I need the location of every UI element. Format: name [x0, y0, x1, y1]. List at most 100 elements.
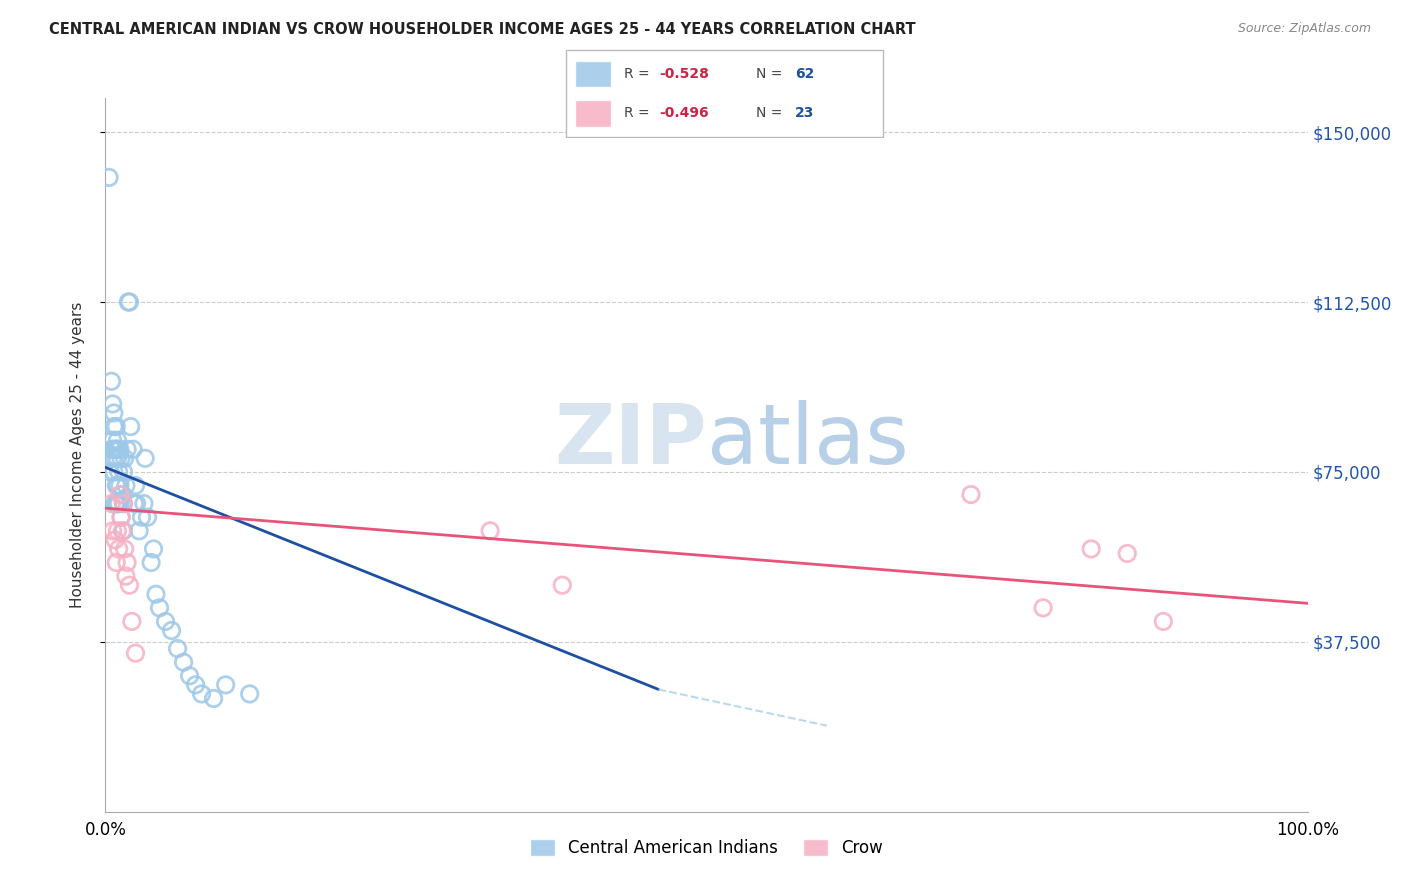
Point — [104, 451, 127, 466]
Point — [107, 433, 129, 447]
Point — [118, 578, 141, 592]
Point — [124, 478, 146, 492]
FancyBboxPatch shape — [565, 50, 883, 137]
FancyBboxPatch shape — [575, 61, 610, 87]
Point — [124, 646, 146, 660]
Point — [105, 497, 128, 511]
Point — [101, 397, 124, 411]
Point — [112, 465, 135, 479]
Point — [110, 451, 132, 466]
Point — [551, 578, 574, 592]
Point — [108, 487, 131, 501]
Point — [479, 524, 502, 538]
Point — [100, 374, 122, 388]
Point — [101, 524, 124, 538]
Point — [190, 687, 212, 701]
Point — [173, 655, 195, 669]
Point — [132, 497, 155, 511]
Point — [128, 524, 150, 538]
Point — [103, 442, 125, 457]
Point — [101, 433, 124, 447]
Text: ZIP: ZIP — [554, 401, 707, 481]
Point — [100, 442, 122, 457]
Point — [1152, 615, 1174, 629]
Point — [122, 442, 145, 457]
Point — [101, 451, 124, 466]
FancyBboxPatch shape — [575, 100, 610, 127]
Point — [112, 497, 135, 511]
Point — [239, 687, 262, 701]
Point — [166, 641, 188, 656]
Point — [120, 419, 142, 434]
Text: R =: R = — [624, 67, 650, 81]
Point — [148, 600, 170, 615]
Point — [110, 510, 132, 524]
Point — [103, 465, 125, 479]
Point — [107, 497, 129, 511]
Point — [105, 419, 128, 434]
Point — [202, 691, 225, 706]
Point — [108, 442, 131, 457]
Legend: Central American Indians, Crow: Central American Indians, Crow — [523, 832, 890, 864]
Point — [110, 510, 132, 524]
Point — [115, 442, 138, 457]
Y-axis label: Householder Income Ages 25 - 44 years: Householder Income Ages 25 - 44 years — [70, 301, 84, 608]
Point — [160, 624, 183, 638]
Text: -0.528: -0.528 — [659, 67, 709, 81]
Text: Source: ZipAtlas.com: Source: ZipAtlas.com — [1237, 22, 1371, 36]
Point — [105, 478, 128, 492]
Point — [184, 678, 207, 692]
Point — [139, 556, 162, 570]
Text: N =: N = — [756, 67, 783, 81]
Point — [98, 465, 121, 479]
Point — [136, 510, 159, 524]
Point — [114, 541, 136, 556]
Point — [117, 295, 139, 310]
Point — [98, 170, 121, 185]
Point — [125, 497, 148, 511]
Point — [108, 478, 131, 492]
Point — [115, 556, 138, 570]
Point — [107, 451, 129, 466]
Point — [112, 524, 135, 538]
Point — [179, 669, 201, 683]
Point — [107, 524, 129, 538]
Text: atlas: atlas — [707, 401, 908, 481]
Point — [100, 497, 122, 511]
Point — [131, 510, 153, 524]
Point — [104, 497, 127, 511]
Point — [118, 295, 141, 310]
Point — [103, 406, 125, 420]
Point — [142, 541, 165, 556]
Point — [107, 442, 129, 457]
Point — [104, 442, 127, 457]
Text: R =: R = — [624, 106, 650, 120]
Point — [121, 615, 143, 629]
Point — [111, 524, 134, 538]
Point — [155, 615, 177, 629]
Point — [114, 451, 136, 466]
Text: 62: 62 — [796, 67, 814, 81]
Point — [105, 556, 128, 570]
Point — [214, 678, 236, 692]
Point — [1080, 541, 1102, 556]
Point — [1032, 600, 1054, 615]
Point — [111, 487, 134, 501]
Point — [124, 497, 146, 511]
Text: N =: N = — [756, 106, 783, 120]
Point — [145, 587, 167, 601]
Point — [107, 465, 129, 479]
Point — [107, 497, 129, 511]
Point — [134, 451, 156, 466]
Text: 23: 23 — [796, 106, 814, 120]
Point — [104, 533, 127, 547]
Point — [1116, 546, 1139, 560]
Point — [103, 419, 125, 434]
Point — [115, 478, 138, 492]
Text: -0.496: -0.496 — [659, 106, 709, 120]
Point — [112, 497, 135, 511]
Point — [107, 541, 129, 556]
Point — [115, 569, 138, 583]
Point — [107, 478, 129, 492]
Point — [960, 487, 983, 501]
